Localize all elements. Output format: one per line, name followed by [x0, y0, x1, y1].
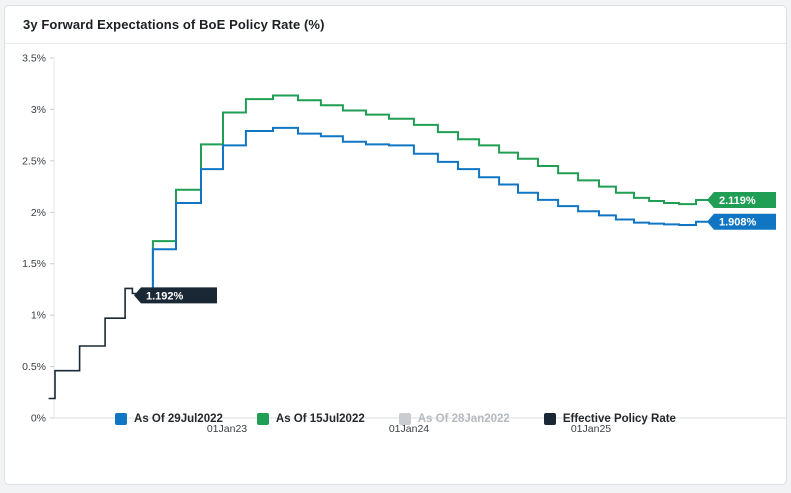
legend-label: Effective Policy Rate — [562, 413, 676, 425]
y-tick-label: 3% — [31, 104, 46, 116]
y-tick-label: 0.5% — [22, 361, 46, 373]
legend-swatch-icon — [256, 413, 269, 425]
chart-canvas: 0% 0.5% 1% 1.5% 2% 2.5% 3% 3.5% 01Jan23 01Jan24 01… — [22, 53, 786, 435]
chart-title: 3y Forward Expectations of BoE Policy Ra… — [23, 17, 325, 32]
x-tick-label: 01Jan25 — [571, 423, 611, 435]
legend-item-as-of-28jan2022[interactable]: As Of 28Jan2022 — [398, 413, 510, 425]
legend-item-as-of-29jul2022[interactable]: As Of 29Jul2022 — [115, 413, 223, 425]
value-tag-label: 1.908% — [719, 217, 757, 229]
legend-label: As Of 28Jan2022 — [417, 413, 510, 425]
value-tag-label: 2.119% — [719, 195, 756, 207]
legend-swatch-icon — [115, 413, 128, 425]
y-tick-label: 3.5% — [22, 53, 46, 65]
legend-swatch-icon — [398, 413, 411, 425]
value-tag-label: 1.192% — [146, 290, 184, 302]
series-line-as-of-29jul2022 — [151, 126, 709, 296]
legend-item-effective-policy-rate[interactable]: Effective Policy Rate — [543, 413, 676, 425]
value-tag — [707, 213, 776, 230]
y-tick-label: 1% — [31, 310, 46, 322]
value-tag — [134, 287, 217, 304]
x-tick-label: 01Jan24 — [389, 423, 429, 435]
legend-item-as-of-15jul2022[interactable]: As Of 15Jul2022 — [256, 413, 365, 425]
legend-label: As Of 15Jul2022 — [275, 413, 365, 425]
chart-area: 0% 0.5% 1% 1.5% 2% 2.5% 3% 3.5% 01Jan23 01Jan24 01… — [5, 44, 786, 484]
x-tick-label: 01Jan23 — [207, 423, 247, 435]
legend-label: As Of 29Jul2022 — [134, 413, 223, 425]
y-tick-label: 0% — [31, 413, 46, 425]
y-tick-label: 2.5% — [22, 155, 46, 167]
legend-swatch-icon — [543, 413, 556, 425]
y-tick-label: 1.5% — [22, 258, 46, 270]
chart-legend: As Of 29Jul2022 As Of 15Jul2022 As Of 28Ja… — [5, 409, 786, 429]
chart-card: 3y Forward Expectations of BoE Policy Ra… — [4, 5, 787, 485]
y-tick-label: 2% — [31, 207, 46, 219]
chart-header: 3y Forward Expectations of BoE Policy Ra… — [5, 6, 786, 44]
series-line-effective-policy-rate — [48, 287, 153, 400]
value-tag — [707, 192, 776, 209]
series-line-as-of-15jul2022 — [151, 94, 709, 296]
